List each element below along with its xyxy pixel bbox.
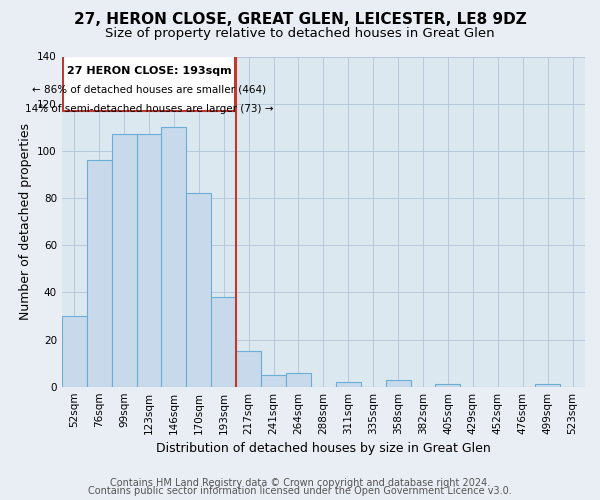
Bar	[211, 297, 236, 386]
Text: ← 86% of detached houses are smaller (464): ← 86% of detached houses are smaller (46…	[32, 85, 266, 95]
Bar	[63, 56, 235, 110]
Text: Contains HM Land Registry data © Crown copyright and database right 2024.: Contains HM Land Registry data © Crown c…	[110, 478, 490, 488]
Bar	[62, 316, 86, 386]
Bar	[336, 382, 361, 386]
Bar	[261, 375, 286, 386]
Bar	[386, 380, 410, 386]
Bar	[86, 160, 112, 386]
Text: 14% of semi-detached houses are larger (73) →: 14% of semi-detached houses are larger (…	[25, 104, 273, 114]
Bar	[187, 194, 211, 386]
Text: Contains public sector information licensed under the Open Government Licence v3: Contains public sector information licen…	[88, 486, 512, 496]
Bar	[112, 134, 137, 386]
Y-axis label: Number of detached properties: Number of detached properties	[19, 123, 32, 320]
Text: 27, HERON CLOSE, GREAT GLEN, LEICESTER, LE8 9DZ: 27, HERON CLOSE, GREAT GLEN, LEICESTER, …	[74, 12, 526, 28]
Bar	[436, 384, 460, 386]
Text: Size of property relative to detached houses in Great Glen: Size of property relative to detached ho…	[105, 28, 495, 40]
Text: 27 HERON CLOSE: 193sqm: 27 HERON CLOSE: 193sqm	[67, 66, 231, 76]
Bar	[535, 384, 560, 386]
Bar	[137, 134, 161, 386]
Bar	[286, 372, 311, 386]
X-axis label: Distribution of detached houses by size in Great Glen: Distribution of detached houses by size …	[156, 442, 491, 455]
Bar	[236, 352, 261, 386]
Bar	[161, 128, 187, 386]
